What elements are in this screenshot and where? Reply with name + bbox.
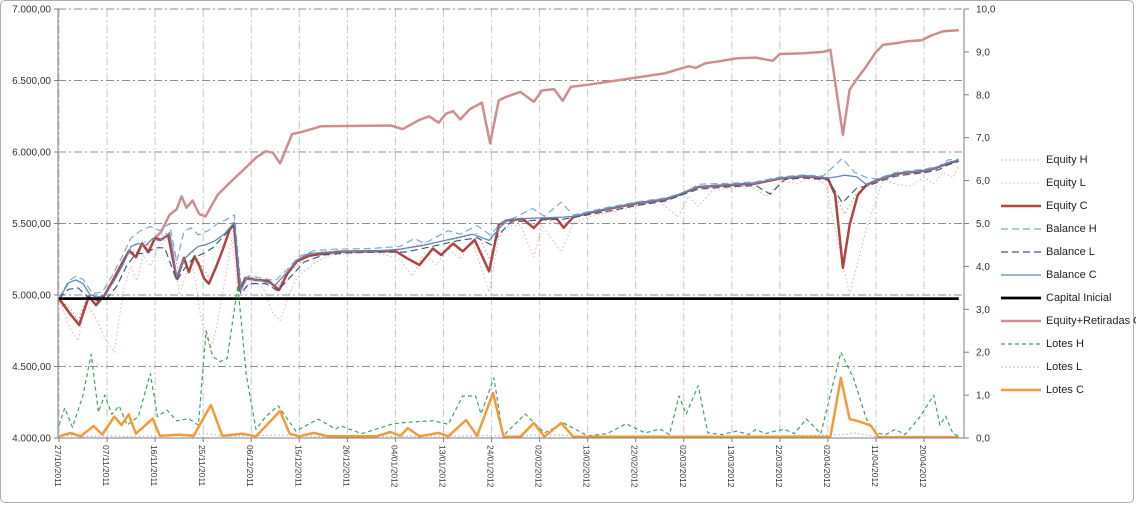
- right-axis-label: 2,0: [976, 348, 990, 359]
- series-equity_h: [58, 159, 959, 322]
- legend-key-equity_retiradas_c: [1001, 319, 1041, 322]
- series-balance_c: [58, 159, 959, 299]
- right-axis-label: 7,0: [976, 133, 990, 144]
- x-axis-label: 22/03/2012: [774, 445, 784, 488]
- legend-label-balance_c: Balance C: [1046, 268, 1097, 281]
- x-axis-label: 24/01/2012: [486, 445, 496, 488]
- legend-item-equity_c: Equity C: [1001, 194, 1135, 217]
- series-balance_h: [58, 157, 959, 299]
- series-lotes_h: [58, 285, 959, 437]
- right-axis-label: 9,0: [976, 47, 990, 58]
- x-axis-label: 16/11/2011: [149, 445, 159, 487]
- right-axis-label: 10,0: [976, 5, 996, 16]
- legend-key-lotes_c: [1001, 388, 1041, 391]
- x-axis-label: 22/02/2012: [630, 445, 640, 488]
- legend-key-equity_h: [1001, 159, 1041, 160]
- chart-legend: Equity H Equity L Equity C Balance H Balance…: [1001, 148, 1136, 401]
- legend-label-equity_h: Equity H: [1046, 153, 1088, 166]
- legend-key-lotes_l: [1001, 365, 1041, 368]
- legend-item-balance_c: Balance C: [1001, 263, 1135, 286]
- legend-item-lotes_c: Lotes C: [1001, 378, 1135, 401]
- right-axis-label: 8,0: [976, 90, 990, 101]
- x-axis-label: 13/03/2012: [726, 445, 736, 488]
- x-axis-label: 15/12/2011: [293, 445, 303, 487]
- legend-key-balance_l: [1001, 250, 1041, 253]
- legend-label-equity_c: Equity C: [1046, 199, 1088, 212]
- legend-item-lotes_l: Lotes L: [1001, 355, 1135, 378]
- x-axis-label: 25/11/2011: [197, 445, 207, 487]
- x-axis-label: 11/04/2012: [870, 445, 880, 487]
- left-axis-label: 4.000,00: [12, 434, 51, 445]
- right-axis-label: 4,0: [976, 262, 990, 273]
- series-balance_l: [58, 160, 959, 302]
- legend-label-equity_retiradas_c: Equity+Retiradas C: [1046, 314, 1136, 327]
- legend-label-capital_inicial: Capital Inicial: [1046, 291, 1112, 304]
- legend-key-capital_inicial: [1001, 296, 1041, 299]
- x-axis-label: 02/04/2012: [822, 445, 832, 488]
- legend-label-lotes_h: Lotes H: [1046, 337, 1084, 350]
- right-axis-label: 1,0: [976, 391, 990, 402]
- x-axis-label: 06/12/2011: [245, 445, 255, 487]
- series-equity_l: [58, 164, 960, 353]
- legend-item-equity_l: Equity L: [1001, 171, 1135, 194]
- legend-item-capital_inicial: Capital Inicial: [1001, 286, 1135, 309]
- x-axis-label: 20/04/2012: [918, 445, 928, 488]
- right-axis-label: 3,0: [976, 305, 990, 316]
- left-axis-label: 5.000,00: [12, 291, 51, 302]
- legend-key-equity_c: [1001, 204, 1041, 207]
- legend-item-balance_h: Balance H: [1001, 217, 1135, 240]
- legend-key-balance_h: [1001, 227, 1041, 230]
- x-axis-label: 27/10/2011: [53, 445, 63, 487]
- legend-item-lotes_h: Lotes H: [1001, 332, 1135, 355]
- right-axis-label: 0,0: [976, 434, 990, 445]
- right-axis-label: 5,0: [976, 219, 990, 230]
- series-equity_retiradas_c: [57, 28, 959, 327]
- legend-item-equity_retiradas_c: Equity+Retiradas C: [1001, 309, 1136, 332]
- legend-item-equity_h: Equity H: [1001, 148, 1135, 171]
- legend-label-equity_l: Equity L: [1046, 176, 1086, 189]
- left-axis-label: 5.500,00: [12, 219, 51, 230]
- left-axis-label: 4.500,00: [12, 362, 51, 373]
- x-axis-label: 13/01/2012: [437, 445, 447, 488]
- x-axis-label: 02/03/2012: [678, 445, 688, 488]
- x-axis-label: 13/02/2012: [582, 445, 592, 488]
- legend-label-lotes_c: Lotes C: [1046, 383, 1084, 396]
- legend-key-balance_c: [1001, 273, 1041, 276]
- series-lotes_c: [58, 376, 959, 439]
- legend-label-lotes_l: Lotes L: [1046, 360, 1083, 373]
- legend-key-equity_l: [1001, 182, 1041, 183]
- right-axis-label: 6,0: [976, 176, 990, 187]
- legend-label-balance_h: Balance H: [1046, 222, 1097, 235]
- series-equity_c: [57, 159, 959, 327]
- x-axis-label: 26/12/2011: [341, 445, 351, 487]
- x-axis-label: 04/01/2012: [389, 445, 399, 488]
- series-lotes_l: [58, 432, 959, 438]
- left-axis-label: 6.500,00: [12, 76, 51, 87]
- x-axis-label: 07/11/2011: [101, 445, 111, 487]
- legend-key-lotes_h: [1001, 342, 1041, 345]
- x-axis-label: 02/02/2012: [534, 445, 544, 488]
- left-axis-label: 6.000,00: [12, 148, 51, 159]
- legend-item-balance_l: Balance L: [1001, 240, 1135, 263]
- legend-label-balance_l: Balance L: [1046, 245, 1095, 258]
- left-axis-label: 7.000,00: [12, 5, 51, 16]
